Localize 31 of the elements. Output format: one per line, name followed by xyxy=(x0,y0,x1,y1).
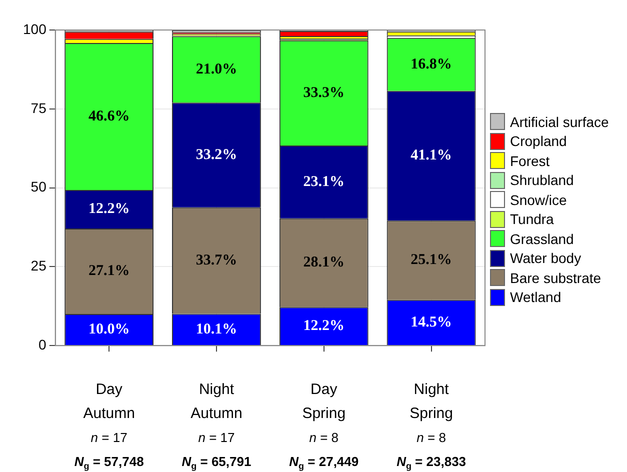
data-label: 27.1% xyxy=(88,263,130,280)
y-tick-label: 0 xyxy=(38,336,47,352)
data-label: 33.3% xyxy=(303,84,345,101)
data-label: 46.6% xyxy=(88,108,130,124)
legend-label: Cropland xyxy=(510,133,567,150)
data-label: 25.1% xyxy=(410,252,452,268)
legend-label: Wetland xyxy=(510,289,562,306)
legend-label: Shrubland xyxy=(510,172,574,188)
data-label: 10.0% xyxy=(88,321,130,338)
data-label: 41.1% xyxy=(410,148,452,164)
legend-label: Forest xyxy=(510,152,550,169)
y-tick-label: 75 xyxy=(30,100,47,116)
data-label: 21.0% xyxy=(196,61,238,78)
legend-label: Tundra xyxy=(510,211,554,228)
data-label: 12.2% xyxy=(88,201,130,218)
data-label: 10.1% xyxy=(196,321,238,338)
data-label: 33.2% xyxy=(196,146,238,163)
data-label: 14.5% xyxy=(410,314,452,330)
data-label: 28.1% xyxy=(303,254,345,271)
data-label: 33.7% xyxy=(196,252,238,268)
y-tick-label: 25 xyxy=(30,258,47,274)
legend-label: Water body xyxy=(510,250,582,266)
legend-label: Grassland xyxy=(510,230,574,247)
y-tick-label: 50 xyxy=(30,178,47,195)
legend-label: Artificial surface xyxy=(510,114,609,130)
legend-label: Snow/ice xyxy=(510,192,567,208)
y-tick-label: 100 xyxy=(23,20,47,37)
data-label: 16.8% xyxy=(410,56,452,72)
data-label: 23.1% xyxy=(303,174,345,190)
legend-label: Bare substrate xyxy=(510,270,602,286)
data-label: 12.2% xyxy=(303,318,345,334)
